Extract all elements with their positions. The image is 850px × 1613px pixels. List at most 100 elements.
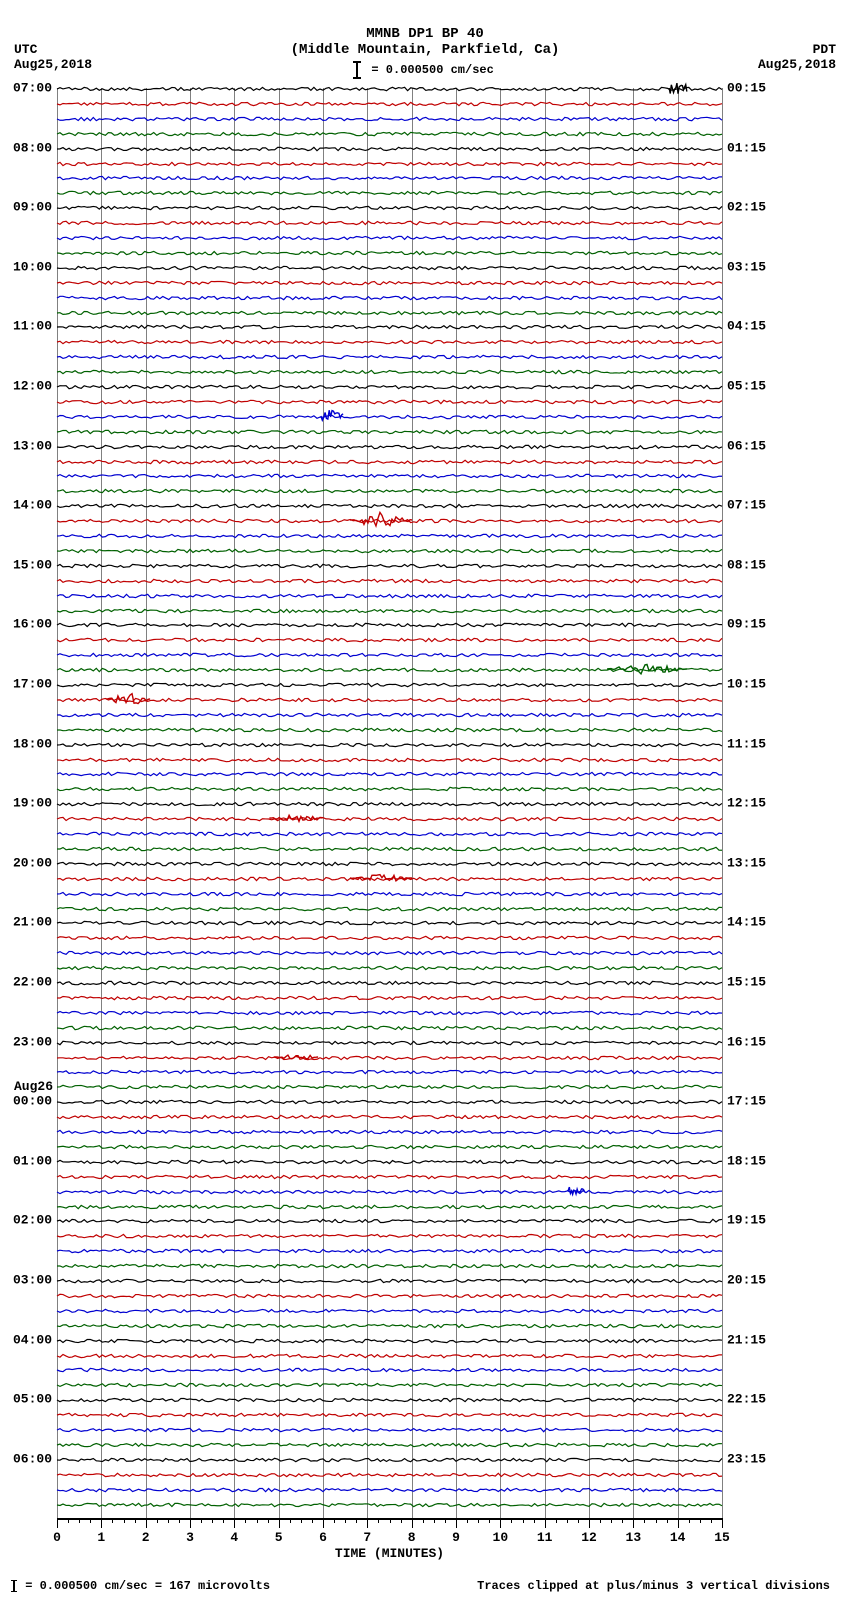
footer-right: Traces clipped at plus/minus 3 vertical … bbox=[477, 1579, 830, 1593]
x-tick-minor bbox=[656, 1518, 657, 1523]
seismic-trace bbox=[57, 624, 722, 626]
x-tick-minor bbox=[689, 1518, 690, 1523]
seismic-trace bbox=[57, 833, 722, 835]
seismic-trace bbox=[57, 818, 722, 820]
seismic-trace bbox=[57, 192, 722, 194]
x-tick-minor bbox=[434, 1518, 435, 1523]
x-tick-minor bbox=[423, 1518, 424, 1523]
pdt-hour-label: 17:15 bbox=[722, 1094, 766, 1109]
x-tick-label: 5 bbox=[275, 1530, 283, 1545]
x-tick bbox=[367, 1518, 368, 1528]
seismic-trace bbox=[57, 997, 722, 999]
x-tick-label: 11 bbox=[537, 1530, 553, 1545]
x-tick-label: 9 bbox=[452, 1530, 460, 1545]
seismic-trace bbox=[57, 133, 722, 135]
seismic-trace bbox=[57, 639, 722, 641]
seismic-event bbox=[321, 408, 343, 424]
seismic-event bbox=[350, 872, 412, 884]
footer-bar-icon bbox=[13, 1580, 15, 1592]
x-tick-minor bbox=[390, 1518, 391, 1523]
seismic-trace bbox=[57, 177, 722, 179]
seismic-trace bbox=[57, 1235, 722, 1237]
x-tick-label: 1 bbox=[97, 1530, 105, 1545]
pdt-hour-label: 00:15 bbox=[722, 81, 766, 96]
seismic-trace bbox=[57, 267, 722, 269]
x-tick-minor bbox=[79, 1518, 80, 1523]
seismic-trace bbox=[57, 416, 722, 418]
seismic-trace bbox=[57, 922, 722, 924]
utc-hour-label: 02:00 bbox=[13, 1213, 57, 1228]
utc-hour-label: 15:00 bbox=[13, 557, 57, 572]
chart-title: MMNB DP1 BP 40 bbox=[0, 26, 850, 42]
x-tick-minor bbox=[268, 1518, 269, 1523]
x-tick-minor bbox=[567, 1518, 568, 1523]
seismic-trace bbox=[57, 1355, 722, 1357]
x-tick-minor bbox=[622, 1518, 623, 1523]
tz-right-label: PDT Aug25,2018 bbox=[758, 42, 836, 72]
plot-area: 07:0000:1508:0001:1509:0002:1510:0003:15… bbox=[57, 88, 722, 1518]
pdt-hour-label: 02:15 bbox=[722, 200, 766, 215]
utc-hour-label: 03:00 bbox=[13, 1273, 57, 1288]
x-tick bbox=[190, 1518, 191, 1528]
seismic-trace bbox=[57, 1295, 722, 1297]
seismic-trace bbox=[57, 356, 722, 358]
seismic-trace bbox=[57, 803, 722, 805]
seismic-trace bbox=[57, 550, 722, 552]
utc-hour-label: 04:00 bbox=[13, 1332, 57, 1347]
x-tick-minor bbox=[378, 1518, 379, 1523]
pdt-hour-label: 20:15 bbox=[722, 1273, 766, 1288]
seismic-trace bbox=[57, 222, 722, 224]
seismic-trace bbox=[57, 1369, 722, 1371]
seismic-trace bbox=[57, 297, 722, 299]
x-tick-minor bbox=[523, 1518, 524, 1523]
seismic-trace bbox=[57, 595, 722, 597]
seismic-trace bbox=[57, 1384, 722, 1386]
pdt-hour-label: 11:15 bbox=[722, 736, 766, 751]
seismic-trace bbox=[57, 1325, 722, 1327]
seismic-trace bbox=[57, 371, 722, 373]
x-tick-minor bbox=[212, 1518, 213, 1523]
seismic-trace bbox=[57, 1399, 722, 1401]
x-tick-minor bbox=[257, 1518, 258, 1523]
x-tick bbox=[456, 1518, 457, 1528]
utc-hour-label: 17:00 bbox=[13, 677, 57, 692]
x-tick bbox=[633, 1518, 634, 1528]
seismic-trace bbox=[57, 1206, 722, 1208]
x-tick bbox=[412, 1518, 413, 1528]
x-tick-minor bbox=[124, 1518, 125, 1523]
x-tick bbox=[722, 1518, 723, 1528]
seismic-trace bbox=[57, 729, 722, 731]
seismic-trace bbox=[57, 1459, 722, 1461]
x-tick bbox=[146, 1518, 147, 1528]
x-tick-label: 8 bbox=[408, 1530, 416, 1545]
seismic-trace bbox=[57, 893, 722, 895]
seismic-trace bbox=[57, 714, 722, 716]
x-tick-minor bbox=[467, 1518, 468, 1523]
seismic-trace bbox=[57, 1220, 722, 1222]
seismic-trace bbox=[57, 1265, 722, 1267]
seismic-trace bbox=[57, 1101, 722, 1103]
seismic-event bbox=[350, 510, 412, 530]
x-tick-minor bbox=[112, 1518, 113, 1523]
pdt-hour-label: 05:15 bbox=[722, 379, 766, 394]
footer-left: = 0.000500 cm/sec = 167 microvolts bbox=[10, 1579, 270, 1593]
seismic-trace bbox=[57, 1414, 722, 1416]
utc-hour-label: 01:00 bbox=[13, 1153, 57, 1168]
x-tick-minor bbox=[700, 1518, 701, 1523]
seismic-event bbox=[669, 79, 687, 97]
scale-text: = 0.000500 cm/sec bbox=[371, 63, 493, 77]
utc-hour-label: 13:00 bbox=[13, 438, 57, 453]
x-tick-minor bbox=[556, 1518, 557, 1523]
seismic-trace bbox=[57, 163, 722, 165]
x-tick-minor bbox=[345, 1518, 346, 1523]
chart-subtitle: (Middle Mountain, Parkfield, Ca) bbox=[0, 42, 850, 58]
x-tick-label: 13 bbox=[626, 1530, 642, 1545]
seismic-trace bbox=[57, 1474, 722, 1476]
seismic-trace bbox=[57, 1027, 722, 1029]
seismic-trace bbox=[57, 1191, 722, 1193]
seismic-trace bbox=[57, 386, 722, 388]
seismic-trace bbox=[57, 446, 722, 448]
seismic-event bbox=[567, 1185, 585, 1197]
seismic-trace bbox=[57, 788, 722, 790]
seismic-trace bbox=[57, 952, 722, 954]
